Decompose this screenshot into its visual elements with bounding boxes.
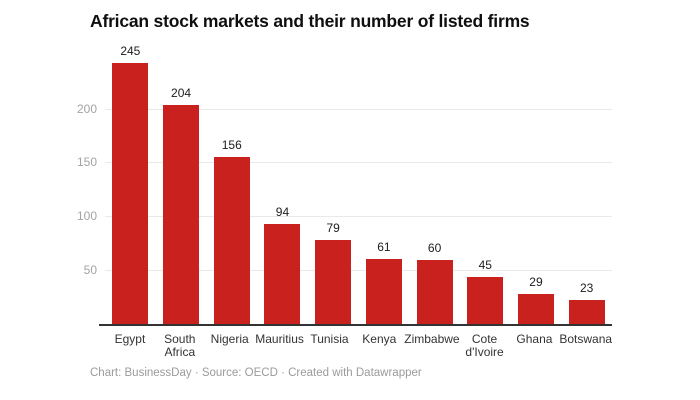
bar (517, 293, 554, 325)
bars-row: 245 204 156 94 79 61 60 45 29 23 (105, 45, 612, 325)
bar-value-label: 245 (120, 44, 141, 58)
x-axis-label: Botswana (559, 332, 613, 346)
bar-value-label: 61 (377, 240, 391, 255)
gridline (105, 108, 612, 110)
bar-column: 45 (460, 45, 511, 325)
chart-title: African stock markets and their number o… (90, 11, 530, 31)
bar-column: 245 (105, 45, 156, 325)
bar (467, 276, 504, 325)
bar (213, 157, 250, 325)
y-axis-tick-label: 200 (76, 101, 97, 116)
bar (365, 259, 402, 325)
bar-column: 204 (156, 45, 207, 325)
y-axis-tick-label: 100 (76, 209, 97, 224)
bar-value-label: 94 (275, 204, 290, 219)
bar-value-label: 204 (171, 86, 192, 101)
bar-column: 79 (308, 45, 359, 325)
bar-column: 156 (206, 45, 257, 325)
bar-value-label: 23 (580, 281, 594, 296)
x-axis-line (99, 324, 612, 326)
x-axis-label: Egypt (114, 332, 146, 346)
x-axis-label: Kenya (362, 332, 397, 346)
bar-value-label: 156 (221, 138, 242, 152)
bar (416, 260, 453, 325)
bar-column: 94 (257, 45, 308, 325)
gridline (105, 162, 612, 164)
bar-value-label: 79 (326, 220, 340, 235)
x-axis-label: Nigeria (210, 332, 249, 346)
bar (163, 105, 200, 325)
bar (315, 239, 352, 325)
y-axis-tick-label: 150 (76, 155, 97, 170)
x-axis-label: Cote d'Ivoire (465, 332, 504, 359)
bar-column: 60 (409, 45, 460, 325)
bar-column: 23 (561, 45, 612, 325)
bar-value-label: 29 (529, 274, 543, 289)
x-axis-label: Ghana (516, 332, 553, 346)
x-axis-label: South Africa (164, 332, 196, 359)
x-axis-label: Tunisia (310, 332, 349, 346)
x-axis-labels: Egypt South Africa Nigeria Mauritius Tunisia… (105, 325, 612, 359)
bar-value-label: 60 (427, 241, 442, 256)
chart-footer: Chart: BusinessDay · Source: OECD · Crea… (90, 367, 422, 379)
bar-column: 61 (359, 45, 410, 325)
gridline (105, 270, 612, 272)
gridline (105, 216, 612, 218)
bar (112, 63, 149, 325)
bar (568, 300, 605, 325)
bar-value-label: 45 (478, 257, 492, 272)
bar (264, 223, 301, 325)
x-axis-label: Mauritius (255, 332, 304, 346)
plot-area: 50 100 150 200 245 204 156 94 79 61 60 45 29 23 Egyp… (77, 45, 612, 359)
x-axis-label: Zimbabwe (404, 332, 460, 346)
y-axis-tick-label: 50 (83, 263, 97, 278)
bar-column: 29 (511, 45, 562, 325)
